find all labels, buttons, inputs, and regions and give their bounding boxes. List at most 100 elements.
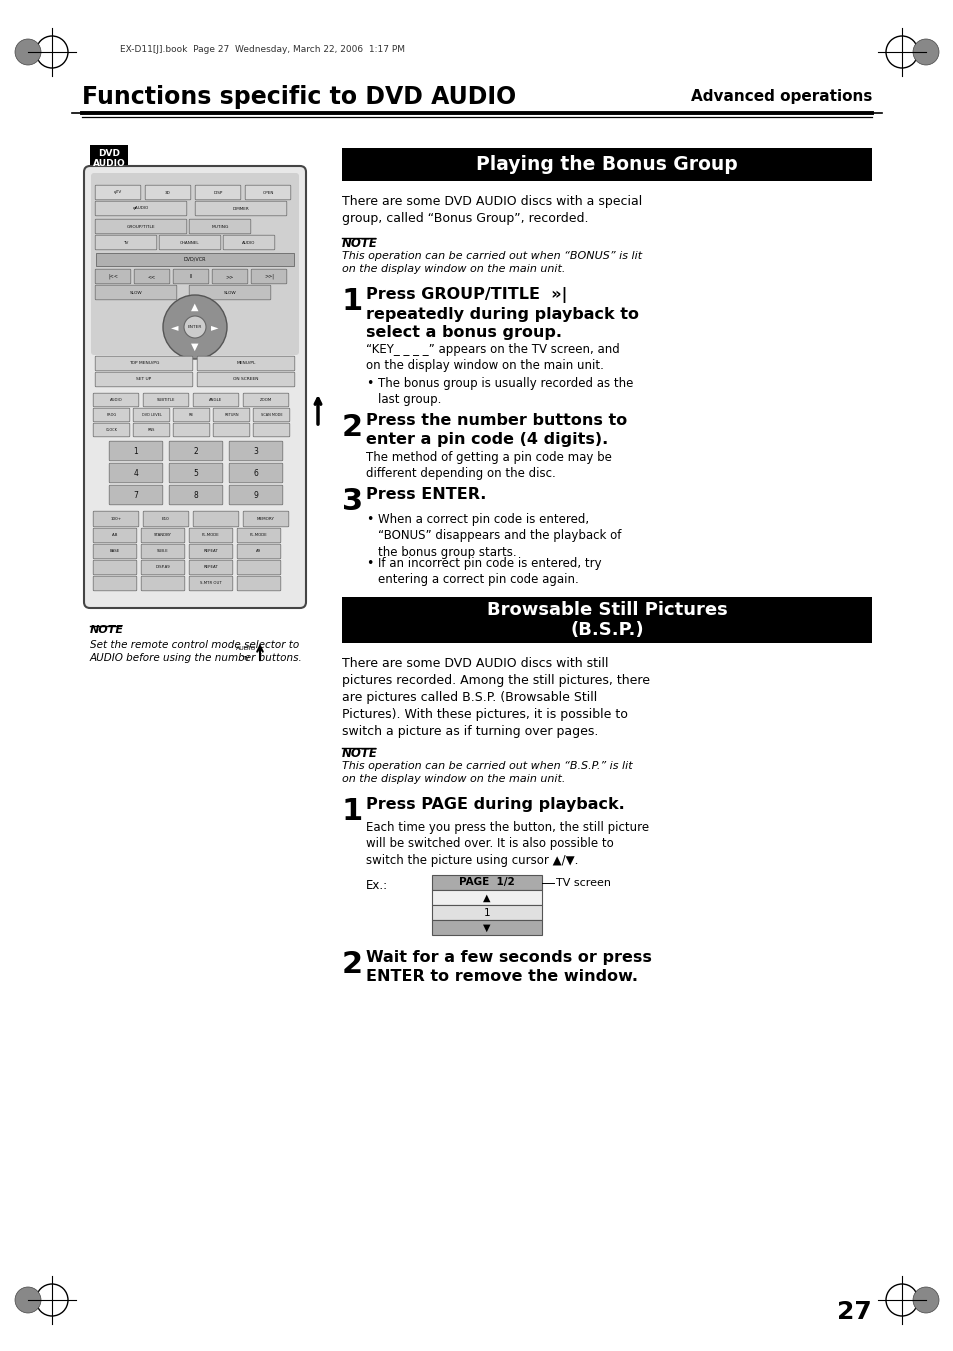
Text: This operation can be carried out when “BONUS” is lit
on the display window on t: This operation can be carried out when “… — [341, 251, 641, 274]
Text: REPEAT: REPEAT — [203, 566, 218, 570]
Text: 100+: 100+ — [111, 517, 121, 521]
FancyBboxPatch shape — [173, 408, 210, 422]
Text: AUDIO: AUDIO — [235, 647, 256, 651]
Text: Browsable Still Pictures: Browsable Still Pictures — [486, 601, 726, 619]
Text: 4: 4 — [133, 469, 138, 477]
FancyBboxPatch shape — [93, 576, 136, 590]
Text: Press GROUP/TITLE  »|
repeatedly during playback to
select a bonus group.: Press GROUP/TITLE »| repeatedly during p… — [366, 286, 639, 340]
FancyBboxPatch shape — [95, 219, 187, 234]
Text: |<<: |<< — [108, 274, 118, 280]
Text: SET UP: SET UP — [136, 377, 152, 381]
FancyBboxPatch shape — [159, 235, 220, 250]
Bar — [432, 890, 541, 905]
Text: 1: 1 — [133, 446, 138, 455]
Text: “KEY_ _ _ _” appears on the TV screen, and
on the display window on the main uni: “KEY_ _ _ _” appears on the TV screen, a… — [366, 343, 619, 373]
Text: ▲: ▲ — [191, 303, 198, 312]
Text: 3D: 3D — [165, 190, 171, 195]
Text: <<: << — [148, 274, 156, 280]
FancyBboxPatch shape — [223, 235, 274, 250]
Text: 1: 1 — [341, 286, 363, 316]
Text: •: • — [366, 513, 373, 526]
Text: >>: >> — [226, 274, 233, 280]
Text: There are some DVD AUDIO discs with a special
group, called “Bonus Group”, recor: There are some DVD AUDIO discs with a sp… — [341, 195, 641, 226]
FancyBboxPatch shape — [145, 185, 191, 200]
FancyBboxPatch shape — [109, 442, 163, 461]
Text: DVD LEVEL: DVD LEVEL — [141, 413, 161, 417]
Text: •: • — [366, 557, 373, 570]
FancyBboxPatch shape — [169, 485, 223, 505]
Circle shape — [912, 1288, 938, 1313]
Text: ψTV: ψTV — [113, 190, 122, 195]
Text: EX-D11[J].book  Page 27  Wednesday, March 22, 2006  1:17 PM: EX-D11[J].book Page 27 Wednesday, March … — [120, 46, 405, 54]
Text: GROUP/TITLE: GROUP/TITLE — [127, 224, 155, 228]
FancyBboxPatch shape — [229, 463, 282, 482]
FancyBboxPatch shape — [193, 393, 238, 407]
Text: DVD: DVD — [98, 150, 120, 158]
Text: 1: 1 — [341, 797, 363, 825]
FancyBboxPatch shape — [93, 544, 136, 559]
Bar — [432, 920, 541, 935]
FancyBboxPatch shape — [243, 511, 289, 527]
Text: ▲: ▲ — [483, 893, 490, 902]
FancyBboxPatch shape — [109, 485, 163, 505]
Text: NOTE: NOTE — [90, 626, 124, 635]
Text: If an incorrect pin code is entered, try
entering a correct pin code again.: If an incorrect pin code is entered, try… — [377, 557, 601, 586]
FancyBboxPatch shape — [95, 357, 193, 370]
FancyBboxPatch shape — [197, 372, 294, 386]
FancyBboxPatch shape — [134, 269, 170, 284]
FancyBboxPatch shape — [141, 528, 185, 543]
FancyBboxPatch shape — [193, 511, 238, 527]
FancyBboxPatch shape — [213, 408, 250, 422]
FancyBboxPatch shape — [95, 372, 193, 386]
Circle shape — [912, 39, 938, 65]
Text: ▼: ▼ — [483, 923, 490, 932]
Text: Ex.:: Ex.: — [366, 880, 388, 892]
Text: Functions specific to DVD AUDIO: Functions specific to DVD AUDIO — [82, 85, 516, 109]
FancyBboxPatch shape — [109, 463, 163, 482]
Bar — [432, 875, 541, 890]
Text: Press ENTER.: Press ENTER. — [366, 486, 486, 503]
Text: 3: 3 — [341, 486, 363, 516]
Text: DIMMER: DIMMER — [233, 207, 249, 211]
Text: Each time you press the button, the still picture
will be switched over. It is a: Each time you press the button, the stil… — [366, 821, 648, 867]
Bar — [432, 905, 541, 920]
FancyBboxPatch shape — [213, 423, 250, 436]
Text: SLOW: SLOW — [223, 290, 236, 295]
Text: A-B: A-B — [112, 534, 118, 538]
Text: BASE: BASE — [110, 550, 120, 554]
FancyBboxPatch shape — [93, 561, 136, 574]
Circle shape — [184, 316, 206, 338]
Text: ANGLE: ANGLE — [209, 399, 222, 403]
FancyBboxPatch shape — [141, 544, 185, 559]
Text: II: II — [190, 274, 193, 280]
FancyBboxPatch shape — [143, 393, 189, 407]
Text: S.MTR OUT: S.MTR OUT — [200, 581, 222, 585]
FancyBboxPatch shape — [169, 442, 223, 461]
Text: 7: 7 — [133, 490, 138, 500]
Bar — [96, 253, 294, 266]
FancyBboxPatch shape — [93, 423, 130, 436]
Text: 9: 9 — [253, 490, 258, 500]
Text: •: • — [366, 377, 373, 390]
Text: Advanced operations: Advanced operations — [690, 89, 871, 104]
FancyBboxPatch shape — [95, 185, 141, 200]
Text: TOP MENU/PG: TOP MENU/PG — [129, 362, 159, 366]
Text: 6: 6 — [253, 469, 258, 477]
Text: SUB.E: SUB.E — [157, 550, 169, 554]
FancyBboxPatch shape — [173, 269, 209, 284]
Text: NOTE: NOTE — [341, 747, 377, 761]
Text: ZOOM: ZOOM — [259, 399, 272, 403]
Text: Press PAGE during playback.: Press PAGE during playback. — [366, 797, 624, 812]
FancyBboxPatch shape — [93, 528, 136, 543]
Text: RNS: RNS — [148, 428, 155, 432]
FancyBboxPatch shape — [169, 463, 223, 482]
Circle shape — [15, 39, 41, 65]
Text: Wait for a few seconds or press
ENTER to remove the window.: Wait for a few seconds or press ENTER to… — [366, 950, 651, 984]
Text: SLOW: SLOW — [130, 290, 142, 295]
Text: ψAUDIO: ψAUDIO — [132, 207, 149, 211]
Text: DISP.A9: DISP.A9 — [155, 566, 171, 570]
FancyBboxPatch shape — [95, 269, 131, 284]
Text: ▼: ▼ — [191, 342, 198, 353]
FancyBboxPatch shape — [237, 544, 280, 559]
Text: MUTING: MUTING — [212, 224, 229, 228]
